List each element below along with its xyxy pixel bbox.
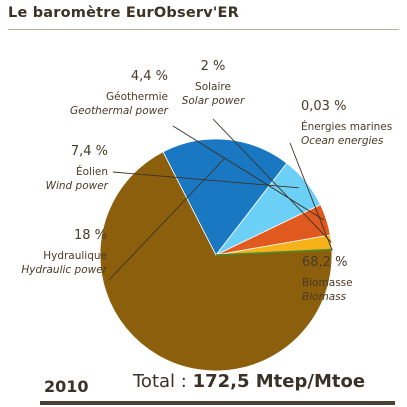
- slice-label-fr-solar: Solaire: [195, 81, 231, 93]
- slice-label-en-solar: Solar power: [182, 95, 245, 107]
- slice-label-fr-geothermal: Géothermie: [106, 91, 168, 103]
- leader-lines: [108, 118, 333, 281]
- pie-slice-hydraulic: [162, 138, 288, 256]
- slice-label-en-ocean: Ocean energies: [301, 135, 384, 147]
- footer-year: 2010: [44, 377, 89, 396]
- footer-total: Total : 172,5 Mtep/Mtoe: [133, 371, 365, 392]
- slice-value-label-biomass: 68,2 %: [302, 255, 347, 270]
- leader-line-hydraulic: [108, 157, 226, 281]
- slice-label-en-geothermal: Geothermal power: [70, 105, 169, 117]
- slice-label-en-biomass: Biomass: [302, 291, 347, 303]
- total-label: Total :: [133, 371, 187, 392]
- slice-value-label-hydraulic: 18 %: [74, 228, 107, 243]
- slice-label-fr-wind: Éolien: [76, 165, 108, 178]
- leader-line-ocean: [289, 142, 333, 250]
- leader-line-solar: [212, 118, 332, 243]
- footer-divider: [40, 401, 395, 405]
- title-divider: [8, 29, 399, 30]
- slice-label-fr-ocean: Énergies marines: [301, 120, 392, 133]
- slice-label-en-wind: Wind power: [46, 180, 109, 192]
- slice-value-label-ocean: 0,03 %: [301, 99, 346, 114]
- pie-slice-biomass: [99, 151, 333, 372]
- slice-label-fr-hydraulic: Hydraulique: [43, 250, 107, 262]
- slice-labels: 68,2 % Biomasse Biomass 18 % Hydraulique Hydr…: [21, 59, 392, 303]
- slice-value-label-wind: 7,4 %: [71, 144, 108, 159]
- slice-value-label-geothermal: 4,4 %: [131, 69, 168, 84]
- page-title: Le baromètre EurObserv'ER: [8, 5, 239, 21]
- leader-line-geothermal: [172, 125, 325, 221]
- slice-label-en-hydraulic: Hydraulic power: [21, 264, 107, 276]
- total-value: 172,5 Mtep/Mtoe: [192, 371, 366, 392]
- slice-value-label-solar: 2 %: [201, 59, 226, 74]
- slice-label-fr-biomass: Biomasse: [302, 277, 353, 289]
